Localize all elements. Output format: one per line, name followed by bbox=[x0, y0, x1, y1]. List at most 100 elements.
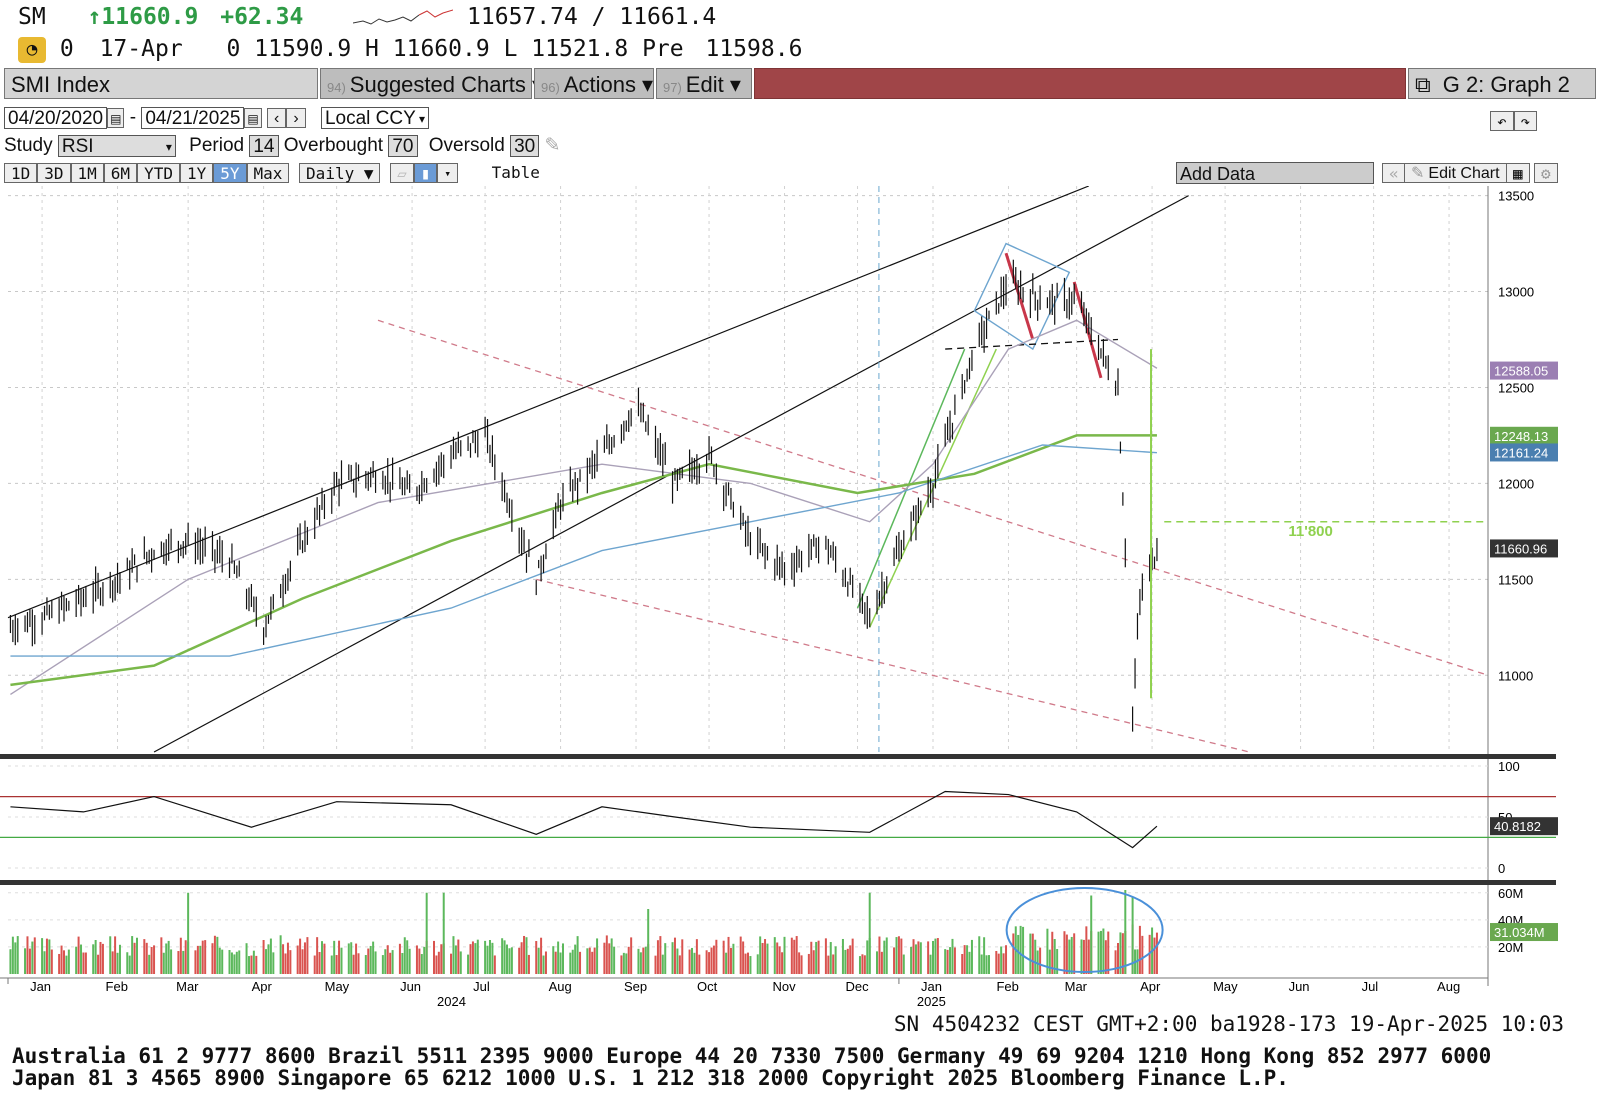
start-date-field[interactable]: 04/20/2020 bbox=[4, 107, 108, 129]
net-change: +62.34 bbox=[220, 4, 304, 30]
frequency-select[interactable]: Daily ▼ bbox=[299, 162, 381, 183]
chart-icon[interactable]: ▦ bbox=[1506, 163, 1530, 183]
y-tick-label: 12000 bbox=[1498, 476, 1534, 491]
last-price: 11660.9 bbox=[101, 4, 199, 30]
quote-line: SM ↑11660.9 +62.34 11657.74 / 11661.4 bbox=[18, 4, 716, 30]
volume-tick-label: 20M bbox=[1498, 940, 1523, 955]
period-field[interactable]: 14 bbox=[249, 134, 279, 157]
x-tick-label: Dec bbox=[846, 979, 870, 994]
pre-label: Pre bbox=[642, 36, 684, 62]
range-bar: 1D 3D 1M 6M YTD 1Y 5Y Max Daily ▼ ▱ ▮ ▾ Table Add… bbox=[4, 162, 1596, 186]
calendar-icon[interactable]: ▤ bbox=[107, 108, 125, 128]
red-trend-line bbox=[1004, 252, 1035, 340]
channel-upper-line bbox=[7, 186, 1090, 619]
green-trend-line bbox=[856, 348, 966, 609]
y-tick-label: 11500 bbox=[1498, 572, 1533, 587]
ma-mid-tag: 12248.13 bbox=[1494, 429, 1548, 444]
overbought-label: Overbought bbox=[283, 135, 384, 156]
ohlc-line: ◔ 0 17-Apr 0 11590.9 H 11660.9 L 11521.8… bbox=[18, 36, 802, 63]
pattern-box bbox=[973, 242, 1071, 351]
ma-fast-tag: 12588.05 bbox=[1494, 364, 1548, 379]
x-tick-label: Oct bbox=[697, 979, 718, 994]
range-button-6m[interactable]: 6M bbox=[103, 162, 138, 183]
up-arrow-icon: ↑ bbox=[87, 4, 102, 30]
undo-icon[interactable]: ↶ bbox=[1490, 110, 1514, 131]
gear-icon[interactable]: ⚙ bbox=[1534, 163, 1558, 183]
moving-average-line bbox=[10, 444, 1157, 657]
low-label: L bbox=[503, 36, 518, 62]
study-label: Study bbox=[4, 135, 53, 156]
price-chart[interactable]: 11000 11500 12000 12500 13000 13500 11'800 1258… bbox=[0, 186, 1600, 1016]
volume-tick-label: 60M bbox=[1498, 886, 1523, 901]
range-button-5y[interactable]: 5Y bbox=[213, 162, 247, 183]
moving-average-line bbox=[10, 319, 1158, 696]
overbought-field[interactable]: 70 bbox=[388, 134, 418, 157]
undo-redo: ↶ ↷ bbox=[1490, 110, 1538, 131]
pencil-icon[interactable]: ✎ bbox=[544, 135, 561, 156]
high-value: 11660.9 bbox=[392, 36, 490, 62]
add-data-field[interactable]: Add Data bbox=[1176, 162, 1374, 184]
redo-icon[interactable]: ↷ bbox=[1513, 110, 1538, 131]
date-separator: - bbox=[129, 107, 137, 129]
suggested-charts-menu[interactable]: 94) Suggested Charts ▾ bbox=[320, 68, 543, 99]
quote-date: 17-Apr bbox=[99, 36, 183, 62]
style-dropdown-icon[interactable]: ▾ bbox=[437, 162, 459, 183]
range-button-max[interactable]: Max bbox=[246, 162, 290, 183]
x-tick-label: Jul bbox=[473, 979, 490, 994]
study-controls: Study RSI ▾ Period 14 Overbought 70 Overs… bbox=[4, 134, 560, 157]
ticker: SM bbox=[18, 4, 46, 30]
date-controls: 04/20/2020 ▤ - 04/21/2025 ▤ ‹ › Local CCY ▾ bbox=[4, 107, 429, 129]
y-tick-label: 13500 bbox=[1498, 189, 1534, 204]
oversold-field[interactable]: 30 bbox=[510, 134, 540, 157]
range-button-ytd[interactable]: YTD bbox=[137, 162, 180, 183]
session-info: SN 4504232 CEST GMT+2:00 ba1928-173 19-A… bbox=[893, 1012, 1564, 1036]
table-tab[interactable]: Table bbox=[491, 162, 540, 182]
actions-menu[interactable]: 96) Actions ▾ bbox=[534, 68, 654, 99]
rsi-last-tag: 40.8182 bbox=[1494, 819, 1541, 834]
x-tick-label: Jan bbox=[30, 979, 51, 994]
x-tick-label: Feb bbox=[996, 979, 1018, 994]
rsi-tick-label: 0 bbox=[1498, 861, 1505, 876]
range-button-1d[interactable]: 1D bbox=[4, 162, 38, 183]
chart-type-icon[interactable]: ▱ bbox=[390, 162, 414, 183]
bar-style-icon[interactable]: ▮ bbox=[413, 162, 438, 183]
y-tick-label: 13000 bbox=[1498, 285, 1534, 300]
x-tick-label: May bbox=[1213, 979, 1238, 994]
x-tick-label: Mar bbox=[176, 979, 199, 994]
end-date-field[interactable]: 04/21/2025 bbox=[141, 107, 245, 129]
edit-chart-button[interactable]: ✎ Edit Chart bbox=[1404, 163, 1507, 183]
downtrend-lower-line bbox=[536, 578, 1250, 753]
volume-last-tag: 31.034M bbox=[1494, 925, 1545, 940]
currency-select[interactable]: Local CCY ▾ bbox=[320, 107, 429, 129]
graph-tab[interactable]: ⧉ G 2: Graph 2 bbox=[1408, 68, 1596, 99]
collapse-icon[interactable]: « bbox=[1382, 163, 1406, 183]
speedometer-icon[interactable]: ◔ bbox=[18, 36, 46, 63]
bid-ask: 11657.74 / 11661.4 bbox=[467, 4, 717, 30]
panel-separator bbox=[0, 754, 1556, 759]
edit-menu[interactable]: 97) Edit ▾ bbox=[656, 68, 752, 99]
calendar-icon[interactable]: ▤ bbox=[244, 108, 262, 128]
range-button-1y[interactable]: 1Y bbox=[179, 162, 214, 183]
study-select[interactable]: RSI ▾ bbox=[57, 134, 176, 157]
oversold-label: Oversold bbox=[428, 135, 505, 156]
x-tick-label: Jun bbox=[400, 979, 421, 994]
low-value: 11521.8 bbox=[531, 36, 629, 62]
x-tick-label: Jul bbox=[1362, 979, 1379, 994]
period-label: Period bbox=[189, 135, 245, 156]
x-tick-label: Nov bbox=[773, 979, 797, 994]
ma-slow-tag-box bbox=[1490, 443, 1558, 462]
rsi-tag-box bbox=[1490, 817, 1558, 836]
next-arrow-icon[interactable]: › bbox=[286, 108, 306, 128]
toolbar-red-band bbox=[754, 68, 1406, 99]
prev-arrow-icon[interactable]: ‹ bbox=[267, 108, 287, 128]
last-price-tag: 11660.96 bbox=[1494, 541, 1547, 556]
range-button-1m[interactable]: 1M bbox=[70, 162, 104, 183]
x-tick-label: Sep bbox=[624, 979, 647, 994]
year-label: 2024 bbox=[437, 994, 466, 1009]
ma-mid-tag-box bbox=[1490, 426, 1558, 445]
popout-icon[interactable]: ⧉ bbox=[1415, 72, 1431, 97]
security-field[interactable]: SMI Index bbox=[4, 68, 318, 99]
downtrend-upper-line bbox=[377, 319, 1489, 676]
volume-tag-box bbox=[1490, 923, 1558, 942]
range-button-3d[interactable]: 3D bbox=[37, 162, 71, 183]
